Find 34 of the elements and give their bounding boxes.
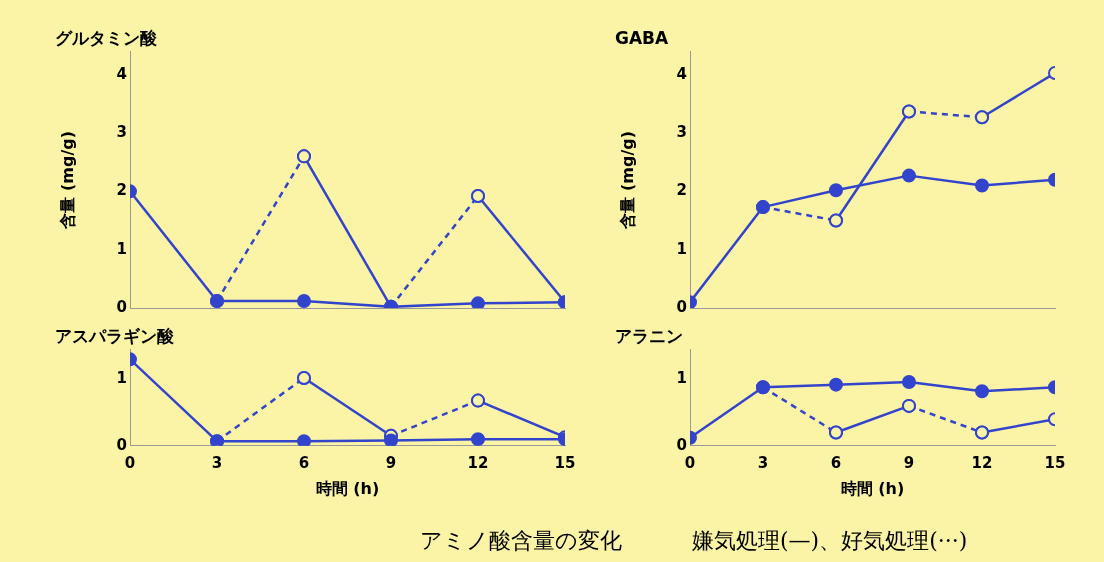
y-tick-label: 2 xyxy=(676,181,687,200)
chart-title: GABA xyxy=(615,27,670,48)
y-tick-label: 4 xyxy=(116,64,127,83)
y-tick-label: 3 xyxy=(116,122,127,141)
y-tick-label: 0 xyxy=(676,297,687,316)
y-tick-label: 0 xyxy=(676,435,687,454)
chart-title: アラニン xyxy=(615,325,683,346)
y-tick-label: 1 xyxy=(676,369,687,388)
y-tick-label: 1 xyxy=(116,239,127,258)
y-tick-label: 0 xyxy=(116,297,127,316)
x-axis-title: 時間 (h) xyxy=(840,478,905,498)
x-tick-label: 15 xyxy=(1044,453,1066,472)
chart-title: アスパラギン酸 xyxy=(55,325,175,346)
y-tick-label: 4 xyxy=(676,64,687,83)
x-axis-title: 時間 (h) xyxy=(315,478,380,498)
x-tick-label: 6 xyxy=(830,453,842,472)
y-tick-label: 2 xyxy=(116,181,127,200)
x-tick-label: 6 xyxy=(298,453,310,472)
text: アミノ酸含量の変化 xyxy=(420,527,622,555)
chart-title: グルタミン酸 xyxy=(55,27,158,48)
x-tick-label: 3 xyxy=(211,453,223,472)
x-tick-label: 12 xyxy=(467,453,489,472)
x-tick-label: 15 xyxy=(554,453,576,472)
y-tick-label: 1 xyxy=(116,369,127,388)
y-tick-label: 1 xyxy=(676,239,687,258)
x-tick-label: 3 xyxy=(757,453,769,472)
y-tick-label: 3 xyxy=(676,122,687,141)
y-axis-title: 含量 (mg/g) xyxy=(617,130,637,230)
text: 嫌気処理(—)、好気処理(···) xyxy=(692,527,968,555)
x-tick-label: 12 xyxy=(971,453,993,472)
y-tick-label: 0 xyxy=(116,435,127,454)
x-tick-label: 9 xyxy=(903,453,915,472)
x-tick-label: 9 xyxy=(385,453,397,472)
y-axis-title: 含量 (mg/g) xyxy=(57,130,77,230)
